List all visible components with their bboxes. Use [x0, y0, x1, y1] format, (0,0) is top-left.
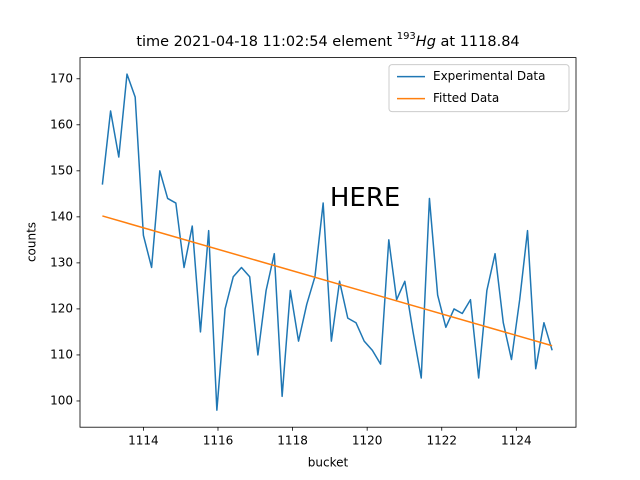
x-axis-label: bucket — [308, 456, 349, 470]
x-tick-label: 1122 — [426, 434, 457, 448]
x-tick-label: 1118 — [277, 434, 308, 448]
y-tick-label: 120 — [50, 301, 73, 315]
x-tick-label: 1124 — [501, 434, 532, 448]
data-line — [102, 215, 553, 347]
legend-label: Experimental Data — [433, 69, 546, 83]
legend-box — [388, 64, 570, 113]
plot-frame — [79, 57, 577, 428]
title-superscript: 193 — [397, 31, 416, 42]
y-tick-label: 140 — [50, 209, 73, 223]
annotation: HERE — [330, 183, 400, 213]
y-tick-label: 170 — [50, 71, 73, 85]
title-text: at 1118.84 — [436, 34, 520, 50]
x-tick-label: 1114 — [128, 434, 159, 448]
data-line — [101, 73, 553, 411]
y-axis-label: counts — [25, 222, 39, 262]
x-tick-label: 1116 — [203, 434, 234, 448]
x-tick-label: 1120 — [352, 434, 383, 448]
y-tick-label: 100 — [50, 393, 73, 407]
y-tick-label: 110 — [50, 347, 73, 361]
y-tick-label: 160 — [50, 117, 73, 131]
title-text: time 2021-04-18 11:02:54 element — [136, 34, 396, 50]
chart-title: time 2021-04-18 11:02:54 element 193Hg a… — [136, 31, 519, 50]
y-tick-label: 130 — [50, 255, 73, 269]
title-symbol: Hg — [416, 34, 436, 50]
y-tick-label: 150 — [50, 163, 73, 177]
legend-label: Fitted Data — [433, 91, 499, 105]
